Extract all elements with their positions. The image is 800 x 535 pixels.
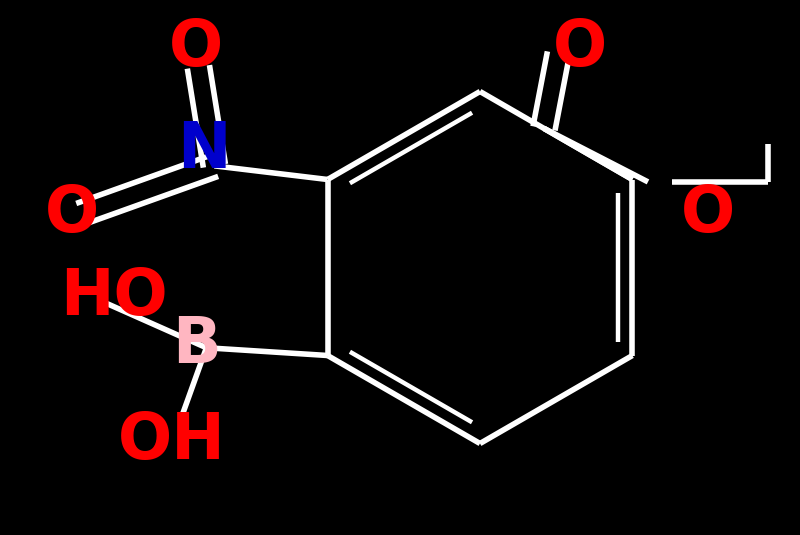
Text: N: N: [178, 119, 230, 181]
Text: OH: OH: [118, 410, 226, 472]
Text: O: O: [681, 183, 735, 245]
Text: O: O: [553, 17, 607, 79]
Text: O: O: [169, 17, 223, 79]
Text: B: B: [172, 314, 220, 376]
Text: HO: HO: [60, 266, 168, 328]
Text: O: O: [45, 183, 99, 245]
